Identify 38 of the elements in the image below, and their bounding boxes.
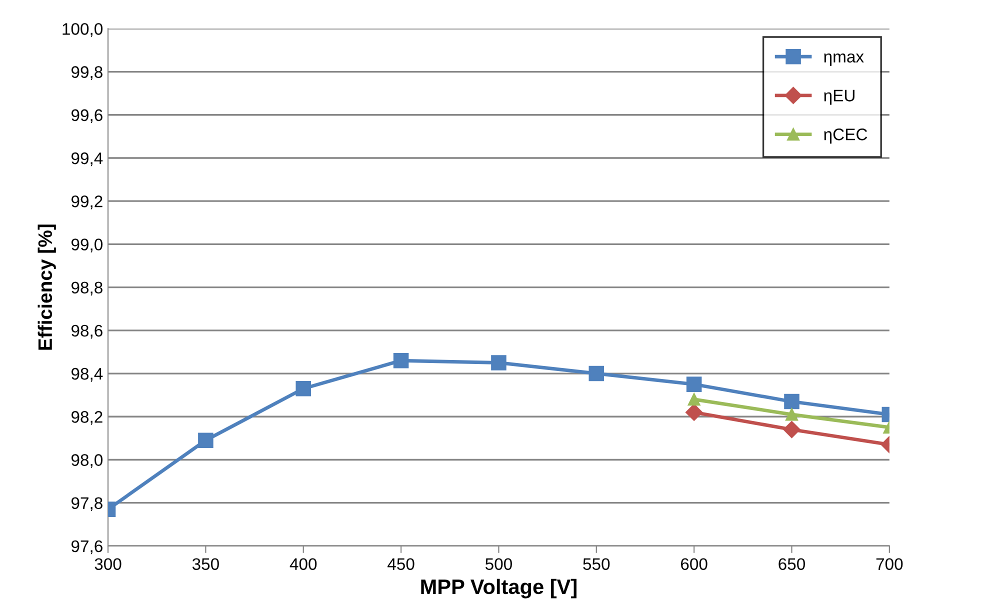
y-axis-title: Efficiency [%] [38, 224, 56, 350]
y-tick-label: 98,8 [72, 282, 102, 296]
point [393, 352, 409, 368]
point [296, 380, 312, 396]
y-tick-label: 98,4 [72, 368, 103, 382]
x-tick-label: 400 [290, 558, 317, 570]
y-tick-label: 98,2 [72, 411, 102, 425]
y-tick-label: 99,0 [72, 238, 103, 252]
legend-label: ηCEC [824, 128, 868, 144]
x-tick-label: 300 [94, 558, 122, 570]
y-tick-label: 97,8 [72, 497, 102, 512]
y-tick-label: 98,6 [72, 324, 102, 339]
x-tick-label: 550 [583, 558, 610, 570]
y-tick-label: 99,6 [72, 109, 102, 124]
y-tick-label: 98,0 [72, 454, 103, 468]
point [784, 394, 800, 410]
legend-label: ηmax [824, 53, 864, 66]
point [785, 408, 798, 421]
y-tick-label: 99,4 [72, 152, 103, 166]
point [198, 432, 214, 448]
legend-label: ηEU [824, 90, 854, 105]
x-tick-label: 500 [485, 558, 512, 570]
y-tick-label: 99,8 [72, 66, 102, 80]
point [686, 376, 702, 392]
y-tick-label: 99,2 [72, 196, 102, 210]
y-tick-label: 97,6 [72, 540, 102, 554]
point [688, 393, 700, 406]
point [491, 355, 506, 370]
x-tick-label: 350 [192, 558, 219, 570]
x-tick-label: 600 [681, 558, 708, 570]
point [588, 366, 604, 382]
point [686, 404, 703, 421]
point [783, 421, 800, 438]
x-tick-label: 650 [778, 558, 805, 570]
x-tick-label: 700 [876, 558, 903, 570]
x-tick-label: 450 [388, 558, 414, 570]
x-axis-title: MPP Voltage [V] [421, 578, 576, 598]
y-tick-label: 100,0 [62, 23, 103, 37]
